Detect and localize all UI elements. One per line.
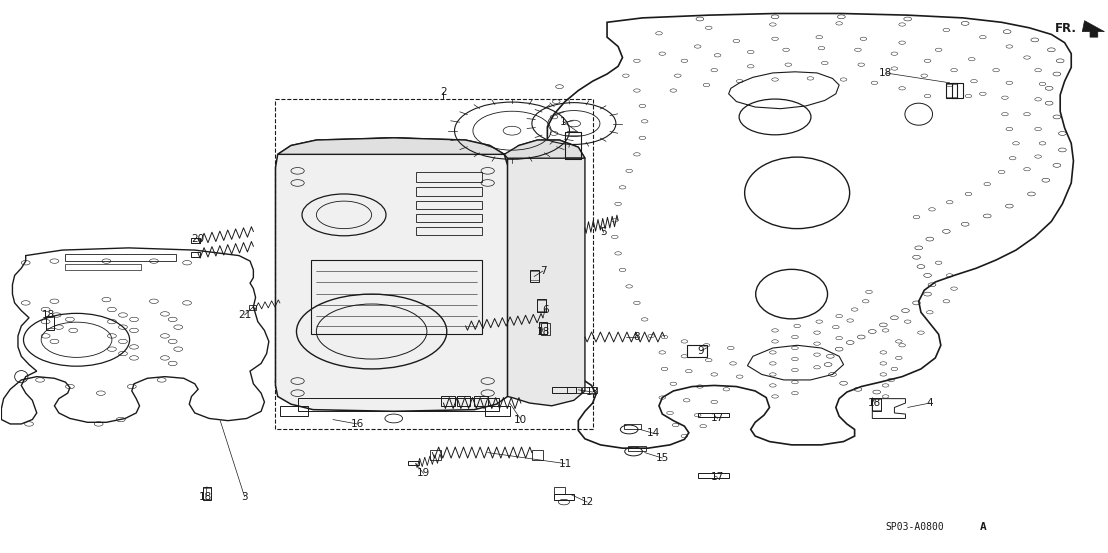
- Text: 15: 15: [656, 453, 669, 463]
- Bar: [430, 450, 441, 460]
- Bar: [687, 345, 707, 357]
- Bar: [416, 214, 482, 222]
- Bar: [552, 387, 576, 393]
- Text: 18: 18: [42, 310, 55, 320]
- Bar: [485, 406, 510, 416]
- Text: 10: 10: [514, 415, 527, 425]
- Text: 16: 16: [350, 419, 363, 429]
- Bar: [416, 187, 482, 196]
- Text: 9: 9: [698, 346, 705, 356]
- Polygon shape: [507, 140, 585, 406]
- Bar: [872, 398, 881, 411]
- Bar: [45, 316, 54, 330]
- Text: FR.: FR.: [1055, 23, 1077, 35]
- Bar: [416, 201, 482, 209]
- Bar: [65, 264, 141, 270]
- Bar: [416, 172, 482, 182]
- Text: 5: 5: [601, 227, 607, 237]
- Bar: [408, 461, 419, 465]
- Text: 21: 21: [238, 310, 252, 320]
- Text: 6: 6: [542, 305, 548, 315]
- Bar: [624, 424, 642, 430]
- Bar: [538, 322, 547, 333]
- Bar: [441, 397, 454, 406]
- Bar: [541, 324, 550, 335]
- Bar: [203, 487, 212, 500]
- Bar: [628, 446, 646, 451]
- Bar: [249, 305, 256, 310]
- Text: 18: 18: [536, 326, 550, 337]
- Text: 7: 7: [540, 266, 546, 276]
- Text: 17: 17: [711, 414, 725, 424]
- Bar: [554, 494, 574, 500]
- Bar: [192, 252, 201, 257]
- Bar: [65, 254, 176, 261]
- Text: 18: 18: [868, 398, 881, 408]
- Bar: [298, 398, 499, 411]
- Text: 2: 2: [440, 87, 447, 97]
- Text: 13: 13: [586, 387, 599, 397]
- Bar: [565, 132, 581, 159]
- Polygon shape: [1083, 20, 1105, 37]
- Text: 19: 19: [417, 468, 430, 478]
- Text: 4: 4: [926, 398, 933, 408]
- Bar: [698, 413, 729, 418]
- Text: 3: 3: [242, 492, 248, 502]
- Bar: [311, 260, 482, 334]
- Bar: [416, 227, 482, 235]
- Bar: [698, 473, 729, 478]
- Bar: [532, 450, 543, 460]
- Bar: [530, 270, 538, 282]
- Polygon shape: [276, 138, 507, 411]
- Bar: [946, 83, 957, 98]
- Text: 14: 14: [647, 429, 660, 439]
- Bar: [280, 406, 308, 416]
- Bar: [537, 299, 546, 312]
- Text: 11: 11: [558, 458, 572, 468]
- Text: A: A: [979, 522, 986, 532]
- Bar: [554, 487, 565, 494]
- Bar: [952, 83, 963, 98]
- Text: 8: 8: [634, 332, 640, 342]
- Text: 20: 20: [192, 234, 205, 244]
- Bar: [192, 238, 201, 243]
- Text: 18: 18: [199, 492, 213, 502]
- Text: 1: 1: [560, 117, 566, 127]
- Bar: [582, 387, 597, 393]
- Text: SP03-A0800: SP03-A0800: [885, 522, 944, 532]
- Polygon shape: [278, 138, 585, 158]
- Text: 17: 17: [711, 472, 725, 482]
- Bar: [456, 397, 470, 406]
- Bar: [474, 397, 488, 406]
- Text: 12: 12: [581, 497, 594, 507]
- Text: 18: 18: [879, 68, 892, 78]
- Bar: [567, 387, 581, 393]
